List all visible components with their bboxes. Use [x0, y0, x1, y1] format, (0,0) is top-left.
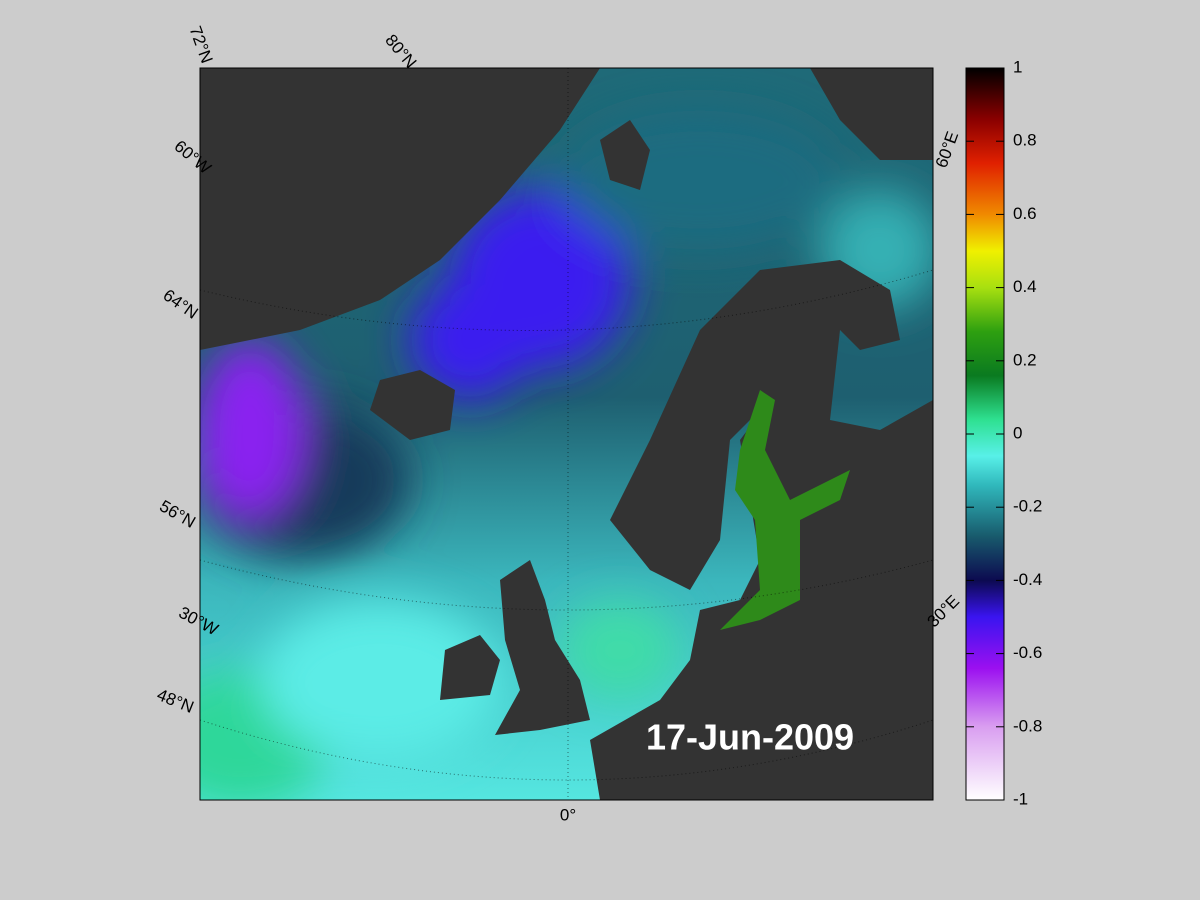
colorbar-tick-label: 0.8 — [1013, 131, 1037, 150]
greenland — [200, 68, 600, 350]
date-label: 17-Jun-2009 — [646, 717, 854, 758]
colorbar-tick-label: 1 — [1013, 57, 1022, 76]
colorbar-tick-label: 0 — [1013, 423, 1022, 442]
colorbar-tick-label: -0.6 — [1013, 643, 1042, 662]
colorbar-tick-label: -1 — [1013, 789, 1028, 808]
colorbar: -1 -0.8 -0.6 -0.4 -0.2 0 0.2 0.4 0.6 0.8 1 — [965, 57, 1042, 808]
lon-label: 0° — [560, 805, 576, 824]
iceland — [370, 370, 455, 440]
lat-label: 80°N — [381, 31, 420, 72]
lat-label: 48°N — [154, 685, 196, 717]
colorbar-tick-label: -0.8 — [1013, 716, 1042, 735]
lat-label: 64°N — [160, 285, 202, 322]
great-britain — [495, 560, 590, 735]
baltic-sea — [720, 390, 850, 630]
colorbar-tick-label: 0.6 — [1013, 204, 1037, 223]
colorbar-tick-label: -0.4 — [1013, 570, 1042, 589]
ireland — [440, 635, 500, 700]
novaya-zemlya — [810, 68, 933, 160]
lon-label: 60°E — [932, 129, 963, 170]
colorbar-tick-label: -0.2 — [1013, 497, 1042, 516]
lat-label: 56°N — [156, 496, 198, 531]
lat-label: 72°N — [186, 24, 217, 66]
map-area — [200, 68, 933, 800]
colorbar-tick-label: 0.2 — [1013, 350, 1037, 369]
colorbar-tick-label: 0.4 — [1013, 277, 1037, 296]
svalbard — [600, 120, 650, 190]
map-frame — [199, 67, 934, 801]
